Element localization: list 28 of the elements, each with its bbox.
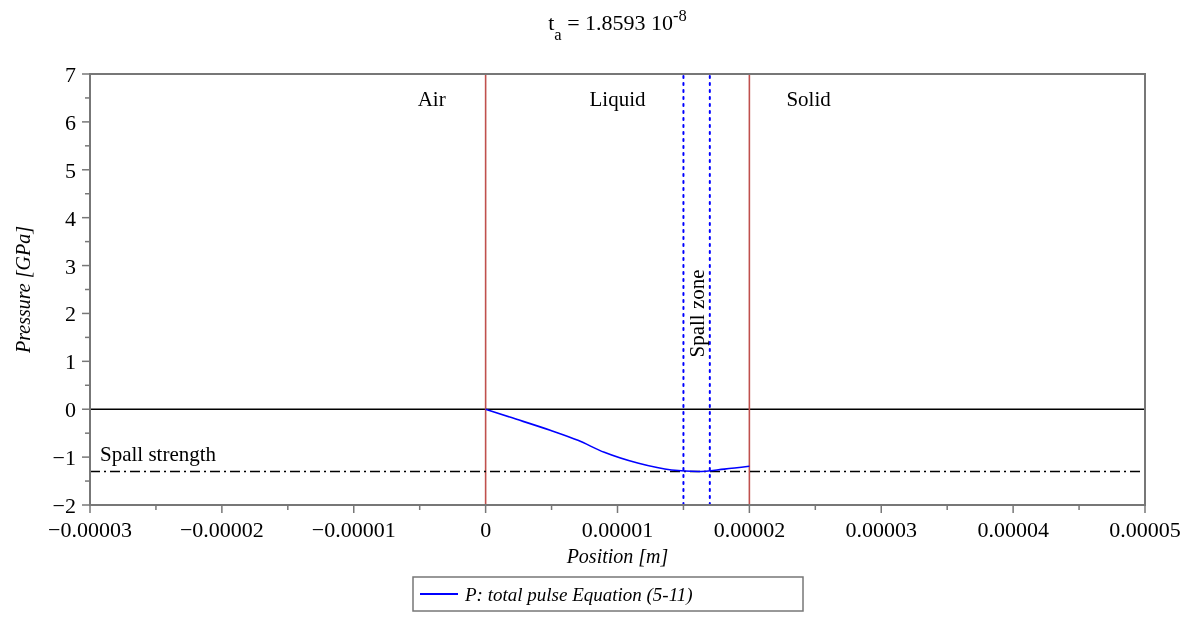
legend-label: P: total pulse Equation (5-11) (464, 584, 693, 606)
x-tick-label: 0.00002 (713, 517, 786, 542)
x-tick-label: −0.00001 (311, 517, 396, 542)
annotation: Liquid (589, 87, 646, 111)
y-axis-title: Pressure [GPa] (12, 226, 34, 354)
y-tick-label: 6 (65, 109, 76, 135)
ref-line-label: Spall zone (684, 269, 709, 358)
chart-title: t$_{a}$ = 1.8593 10$^{-8}$ (548, 5, 687, 44)
x-tick-label: −0.00003 (48, 517, 132, 542)
y-tick-label: 7 (65, 62, 76, 87)
x-tick-label: 0.00004 (977, 517, 1049, 542)
annotation: Air (417, 87, 446, 111)
y-tick-label: −1 (52, 445, 76, 471)
x-tick-label: −0.00002 (179, 517, 264, 542)
y-tick-label: 1 (65, 349, 76, 375)
y-tick-label: 0 (65, 397, 76, 423)
y-tick-label: 4 (65, 205, 76, 231)
y-tick-label: 2 (65, 301, 76, 327)
x-axis-title: Position [m] (565, 545, 669, 567)
y-tick-label: 5 (65, 157, 76, 183)
x-tick-label: 0 (480, 517, 492, 542)
x-tick-label: 0.00005 (1109, 517, 1181, 542)
y-tick-label: 3 (65, 253, 76, 279)
ref-line-label: Spall strength (100, 442, 217, 467)
x-tick-label: 0.00001 (581, 517, 654, 542)
y-tick-label: −2 (52, 493, 76, 518)
x-tick-label: 0.00003 (845, 517, 917, 542)
annotation: Solid (786, 87, 832, 111)
